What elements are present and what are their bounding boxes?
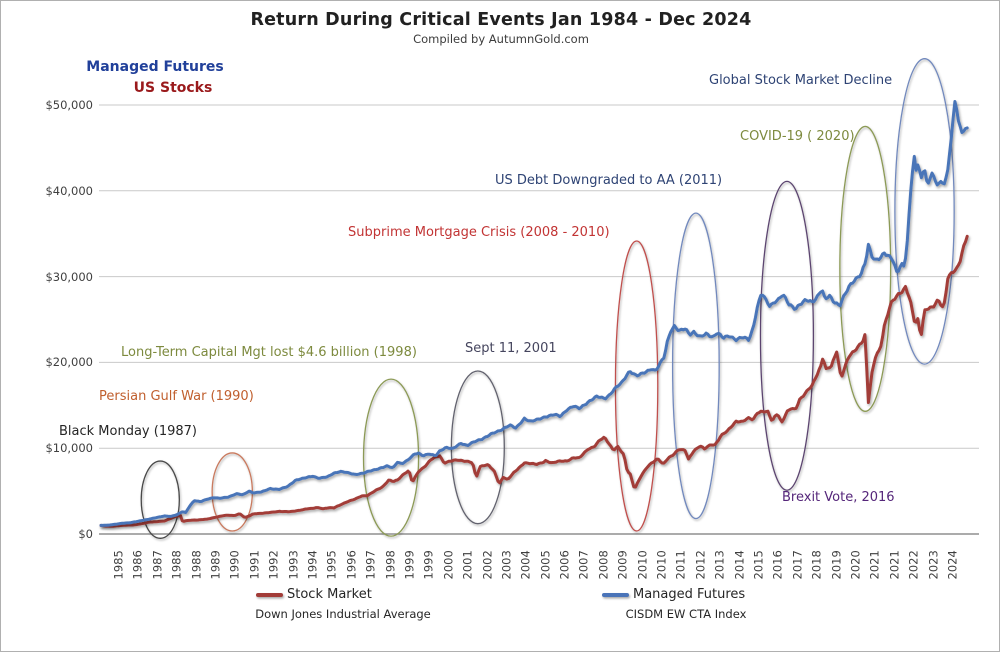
stock-market-line-swatch [256,592,283,597]
annotation-persian-gulf-war: Persian Gulf War (1990) [99,389,254,404]
x-tick-label: 2010 [635,550,650,580]
event-ellipse-covid-19 [839,125,892,412]
x-tick-label: 2013 [712,550,727,580]
event-ellipse-ltcm [362,378,420,537]
x-tick-label: 2004 [518,550,533,580]
x-tick-label: 1985 [111,550,126,580]
annotation-black-monday: Black Monday (1987) [59,424,197,439]
event-ellipse-us-debt-downgrade [671,212,720,520]
x-tick-label: 2009 [615,550,630,580]
y-tick-label: $10,000 [45,441,93,456]
bottom-legend-managed-futures: Managed Futures [602,587,745,602]
x-tick-label: 1987 [150,550,165,580]
x-tick-label: 2020 [848,550,863,580]
series-line-stock-market [99,234,969,528]
y-tick-label: $0 [78,527,93,541]
legend-managed-futures: Managed Futures [86,59,224,75]
x-tick-label: 1994 [305,550,320,580]
managed-futures-line-swatch [602,592,629,597]
page-title: Return During Critical Events Jan 1984 -… [250,10,752,30]
x-tick-label: 1996 [344,550,359,580]
x-tick-label: 2015 [751,550,766,580]
x-tick-label: 1997 [363,550,378,580]
x-tick-label: 2018 [809,550,824,580]
x-tick-label: 1990 [227,550,242,580]
x-tick-label: 1988 [169,550,184,580]
event-ellipse-black-monday [140,460,180,539]
gridlines [99,104,979,535]
event-ellipse-global-stock-decline [894,58,955,365]
y-tick-label: $20,000 [45,355,93,370]
x-tick-label: 1995 [324,550,339,580]
x-tick-label: 2000 [441,550,456,580]
x-tick-label: 2002 [480,550,494,580]
x-tick-label: 2001 [460,550,475,580]
x-tick-label: 2011 [673,550,688,580]
x-tick-label: 2008 [596,550,611,580]
data-series [99,100,969,528]
managed-futures-legend-label: Managed Futures [633,587,746,602]
x-tick-label: 2006 [557,550,572,580]
annotation-brexit: Brexit Vote, 2016 [782,490,895,505]
x-tick-label: 2003 [499,550,514,580]
x-tick-label: 2023 [926,550,941,580]
x-tick-label: 1989 [208,550,223,580]
x-tick-label: 1992 [266,550,281,580]
x-tick-label: 2017 [790,550,805,580]
x-tick-label: 2019 [829,550,844,580]
x-tick-label: 2024 [945,550,960,580]
x-tick-label: 2021 [887,550,902,580]
x-tick-label: 1986 [130,550,145,580]
y-tick-label: $50,000 [45,98,93,112]
x-tick-label: 1999 [402,550,417,580]
legend-us-stocks: US Stocks [133,80,213,96]
x-tick-label: 2021 [867,550,882,580]
x-tick-label: 1998 [383,550,398,580]
chart-subtitle: Compiled by AutumnGold.com [413,32,589,46]
stock-market-index-name: Down Jones Industrial Average [255,607,431,621]
annotation-subprime: Subprime Mortgage Crisis (2008 - 2010) [348,225,610,240]
x-tick-label: 2016 [770,550,785,580]
x-tick-label: 2014 [732,550,747,580]
x-tick-label: 1988 [189,550,204,580]
x-tick-label: 1999 [421,550,436,580]
annotation-covid-19: COVID-19 ( 2020) [740,129,855,144]
stock-market-legend-label: Stock Market [287,587,372,602]
x-tick-label: 2005 [538,550,553,580]
x-tick-label: 2007 [576,550,591,580]
x-tick-label: 2022 [906,550,921,580]
annotation-global-stock-decline: Global Stock Market Decline [709,73,893,88]
x-tick-label: 2012 [693,550,708,580]
event-ellipse-brexit [759,180,815,491]
annotation-ltcm: Long-Term Capital Mgt lost $4.6 billion … [121,345,417,360]
x-tick-label: 1991 [247,550,262,580]
x-tick-label: 2010 [654,550,669,580]
bottom-legend-stock-market: Stock Market [256,587,372,602]
series-line-managed-futures [99,100,969,527]
x-tick-label: 1993 [286,550,301,580]
y-tick-label: $30,000 [45,269,93,284]
managed-futures-index-name: CISDM EW CTA Index [625,607,747,621]
annotation-us-debt-downgrade: US Debt Downgraded to AA (2011) [495,173,723,188]
annotation-sept-11: Sept 11, 2001 [465,341,557,356]
event-ellipse-sept-11 [450,370,505,525]
y-tick-label: $40,000 [45,183,93,198]
